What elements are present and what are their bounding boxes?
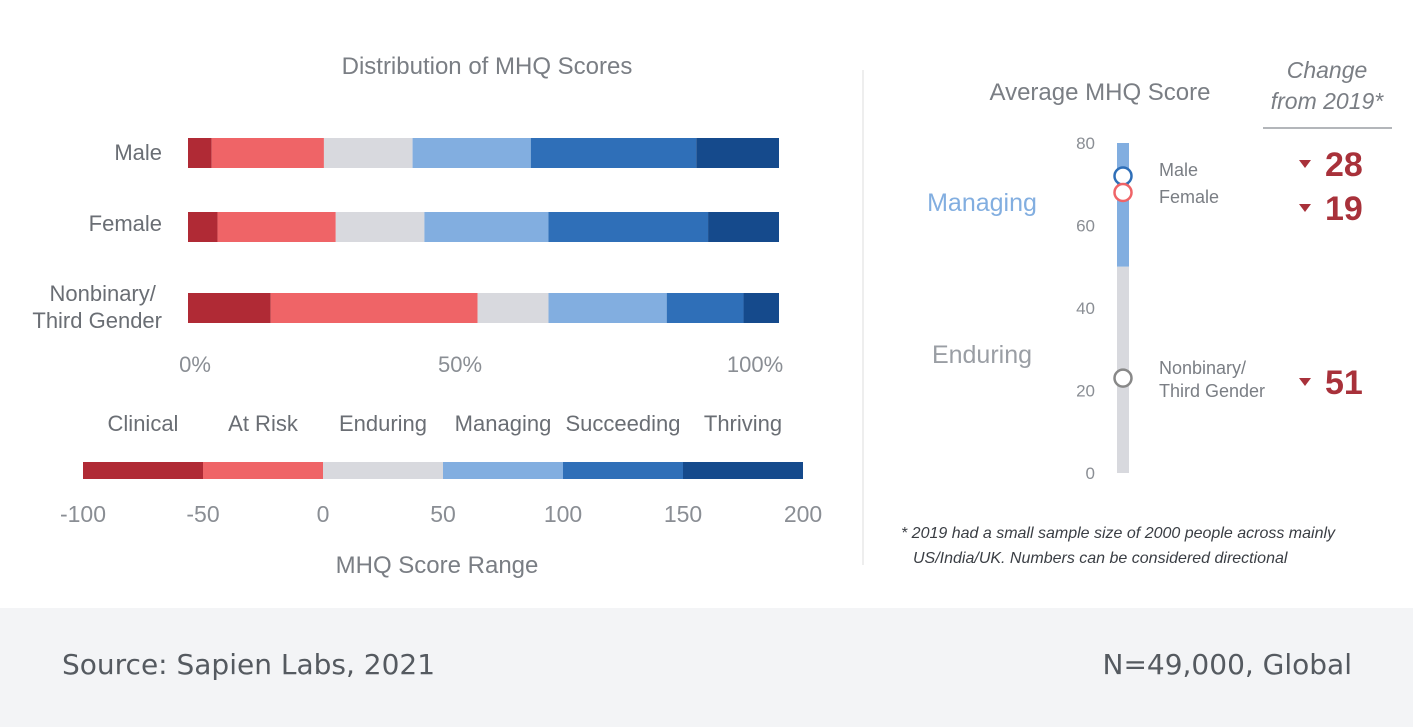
average-points: Male 28 Female 19 Nonbinary/Third Gender 51 <box>1113 146 1363 402</box>
chart-panel: Distribution of MHQ Scores Male Female N… <box>0 0 1413 608</box>
legend-label-clinical: Clinical <box>108 411 179 436</box>
bar-nonbinary-at-risk <box>270 293 478 323</box>
distribution-title: Distribution of MHQ Scores <box>342 53 633 80</box>
bar-female-clinical <box>188 212 218 242</box>
score-range-bar <box>83 462 803 479</box>
footnote-line1: * 2019 had a small sample size of 2000 p… <box>901 525 1336 542</box>
average-title: Average MHQ Score <box>990 79 1211 106</box>
bar-nonbinary-thriving <box>743 293 779 323</box>
legend-segment-managing <box>443 462 563 479</box>
score-tick: 100 <box>544 501 582 527</box>
point-label-male: Male <box>1159 160 1198 180</box>
bar-female-enduring <box>335 212 425 242</box>
bar-male-managing <box>412 138 531 168</box>
bar-female-succeeding <box>548 212 709 242</box>
scale-tick: 80 <box>1076 134 1095 153</box>
bar-nonbinary-succeeding <box>666 293 744 323</box>
source-note: Source: Sapien Labs, 2021 <box>62 648 436 681</box>
point-male <box>1113 166 1133 186</box>
score-tick: -100 <box>60 501 106 527</box>
footnote-line2: US/India/UK. Numbers can be considered d… <box>913 550 1288 567</box>
legend-label-succeeding: Succeeding <box>566 411 681 436</box>
down-arrow-icon <box>1299 160 1311 168</box>
x-tick-50: 50% <box>438 352 482 377</box>
row-label-nonbinary: Nonbinary/ Third Gender <box>32 281 162 333</box>
row-label-female: Female <box>89 211 162 236</box>
bar-female-at-risk <box>217 212 336 242</box>
legend-segment-at-risk <box>203 462 323 479</box>
change-header-line1: Change <box>1287 57 1368 83</box>
bar-nonbinary-managing <box>548 293 667 323</box>
down-arrow-icon <box>1299 378 1311 386</box>
legend-label-enduring: Enduring <box>339 411 427 436</box>
legend-label-at-risk: At Risk <box>228 411 299 436</box>
legend-segment-thriving <box>683 462 803 479</box>
row-label-male: Male <box>114 140 162 165</box>
scale-tick: 40 <box>1076 299 1095 318</box>
legend-segment-clinical <box>83 462 203 479</box>
score-tick: 150 <box>664 501 702 527</box>
legend-label-thriving: Thriving <box>704 411 782 436</box>
point-nonbinary <box>1113 368 1133 388</box>
category-legend: Clinical At Risk Enduring Managing Succeedin… <box>108 411 783 436</box>
x-tick-0: 0% <box>179 352 211 377</box>
scale-band-managing <box>1117 143 1129 267</box>
change-value-nonbinary: 51 <box>1325 364 1363 402</box>
legend-label-managing: Managing <box>455 411 552 436</box>
point-female <box>1113 182 1133 203</box>
bar-male-at-risk <box>211 138 324 168</box>
score-range-label: MHQ Score Range <box>336 552 539 579</box>
sample-note: N=49,000, Global <box>1102 648 1353 681</box>
zone-label-enduring: Enduring <box>932 341 1032 369</box>
bar-male-succeeding <box>530 138 697 168</box>
chart-canvas: Distribution of MHQ Scores Male Female N… <box>32 53 1392 579</box>
score-range-ticks: -100 -50 0 50 100 150 200 <box>60 501 822 527</box>
x-tick-100: 100% <box>727 352 783 377</box>
legend-segment-succeeding <box>563 462 683 479</box>
scale-tick: 60 <box>1076 217 1095 236</box>
score-tick: 200 <box>784 501 822 527</box>
bar-male-enduring <box>323 138 413 168</box>
change-header-line2: from 2019* <box>1271 88 1385 114</box>
bar-female-thriving <box>708 212 779 242</box>
distribution-bars <box>188 138 779 323</box>
bar-female-managing <box>424 212 549 242</box>
legend-segment-enduring <box>323 462 443 479</box>
point-label-female: Female <box>1159 187 1219 207</box>
scale-tick: 20 <box>1076 382 1095 401</box>
scale-tick: 0 <box>1086 464 1095 483</box>
bar-nonbinary-enduring <box>477 293 549 323</box>
score-tick: 0 <box>317 501 330 527</box>
point-label-nonbinary: Nonbinary/Third Gender <box>1159 358 1265 401</box>
zone-label-managing: Managing <box>927 189 1037 217</box>
change-value-male: 28 <box>1325 146 1363 184</box>
down-arrow-icon <box>1299 204 1311 212</box>
score-tick: -50 <box>186 501 219 527</box>
score-tick: 50 <box>430 501 456 527</box>
bar-male-clinical <box>188 138 212 168</box>
row-labels: Male Female Nonbinary/ Third Gender <box>32 140 162 333</box>
change-value-female: 19 <box>1325 190 1363 228</box>
bar-nonbinary-clinical <box>188 293 271 323</box>
bar-male-thriving <box>696 138 779 168</box>
